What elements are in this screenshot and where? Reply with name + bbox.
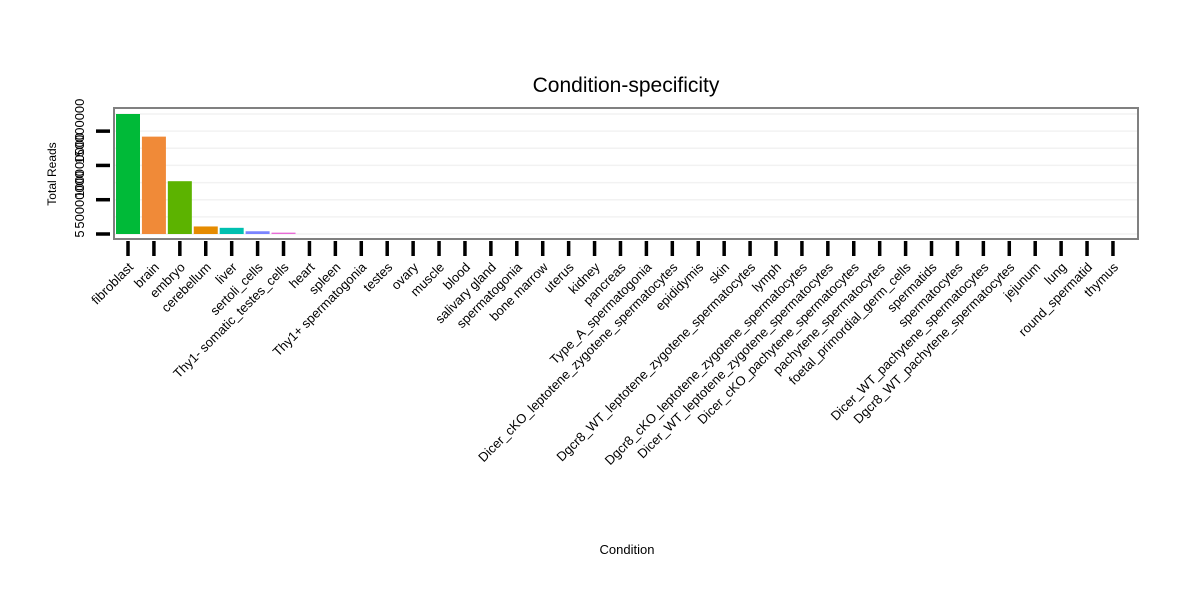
chart-title: Condition-specificity <box>533 74 720 97</box>
bar-embryo <box>167 181 192 234</box>
x-tick-label: fibroblast <box>88 259 136 307</box>
bar-cerebellum <box>193 226 218 234</box>
y-tick-label: 150000000 <box>72 99 87 164</box>
bars <box>116 114 296 234</box>
x-tick-label: testes <box>360 259 395 294</box>
bar-fibroblast <box>116 114 140 234</box>
bar-sertoli-cells <box>245 231 270 234</box>
y-tick-label: 5 <box>72 230 87 237</box>
bar-thy1-somatic-testes-cells <box>271 232 296 234</box>
x-axis-label: Condition <box>600 542 655 557</box>
bar-brain <box>141 136 166 234</box>
bar-liver <box>219 227 244 234</box>
plot-border <box>113 107 1139 240</box>
y-axis-label: Total Reads <box>45 142 59 205</box>
gridlines <box>114 113 1138 235</box>
y-tick-label: 100000000 <box>72 133 87 198</box>
x-axis-ticks: fibroblastbrainembryocerebellumliversert… <box>88 241 1121 468</box>
y-tick-label: 50000000 <box>72 171 87 229</box>
